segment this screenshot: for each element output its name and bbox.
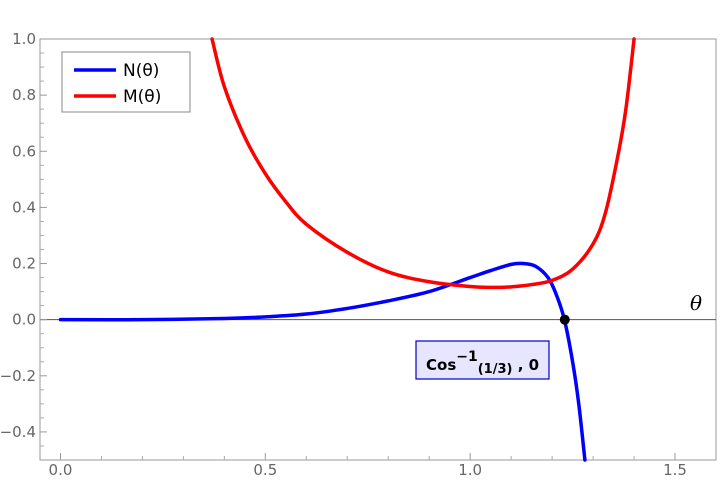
ticks xyxy=(40,38,676,460)
legend-box xyxy=(61,51,191,113)
y-tick-label: 0.8 xyxy=(12,86,36,104)
y-tick-label: 0.0 xyxy=(12,311,36,329)
root-point xyxy=(559,314,570,325)
series-m-theta xyxy=(210,37,636,290)
x-tick-label: 0.0 xyxy=(49,461,73,479)
annotation-subscript: (1/3) xyxy=(478,362,513,377)
annotation-text: Cos−1(1/3) , 0 xyxy=(426,349,539,377)
y-tick-label: 0.6 xyxy=(12,142,36,160)
x-tick-label: 1.5 xyxy=(663,461,687,479)
annotation-superscript: −1 xyxy=(456,349,477,365)
x-tick-label: 1.0 xyxy=(458,461,482,479)
y-tick-label: 0.2 xyxy=(12,255,36,273)
legend-label-m-theta: M(θ) xyxy=(123,87,161,107)
y-tick-label: −0.4 xyxy=(0,423,36,441)
tick-labels: 0.0 0.5 1.0 1.5 1.0 0.8 0.6 0.4 0.2 0.0 −0.2 −0.4 xyxy=(0,30,687,479)
y-tick-label: 0.4 xyxy=(12,198,36,216)
legend-label-n-theta: N(θ) xyxy=(123,61,159,81)
root-annotation: Cos−1(1/3) , 0 xyxy=(415,340,550,380)
legend: N(θ) M(θ) xyxy=(61,51,191,113)
annotation-box xyxy=(415,340,550,380)
annotation-base: Cos xyxy=(426,356,456,374)
annotation-suffix: , 0 xyxy=(512,356,539,374)
x-axis-name: θ xyxy=(690,291,702,315)
y-tick-label: 1.0 xyxy=(12,30,36,48)
x-tick-label: 0.5 xyxy=(253,461,277,479)
y-tick-label: −0.2 xyxy=(0,367,36,385)
